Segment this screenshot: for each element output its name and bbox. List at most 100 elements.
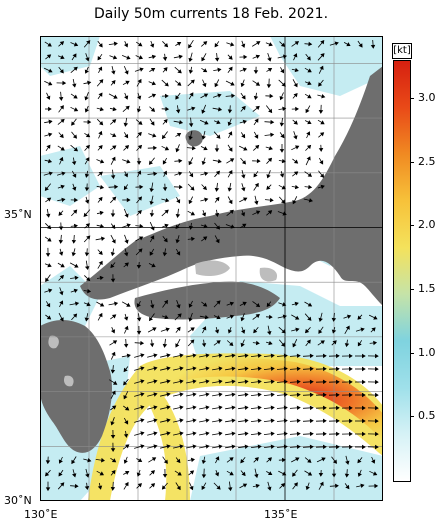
- current-arrow-head: [45, 487, 51, 492]
- current-arrow-head: [126, 159, 131, 164]
- colorbar-tick-mark: [410, 352, 414, 354]
- current-arrow-head: [322, 392, 327, 398]
- current-arrow-head: [47, 263, 52, 268]
- current-arrow-head: [150, 226, 155, 231]
- current-arrow-head: [293, 83, 298, 88]
- current-arrow-head: [166, 379, 171, 384]
- current-arrow-head: [254, 182, 259, 188]
- current-arrow-head: [179, 366, 184, 371]
- current-arrow-head: [230, 81, 235, 86]
- current-arrow-head: [123, 173, 129, 178]
- current-arrow-head: [71, 459, 76, 465]
- current-arrow-head: [110, 263, 115, 269]
- current-arrow-head: [204, 171, 209, 176]
- current-arrow-head: [175, 214, 181, 218]
- current-arrow-head: [270, 353, 275, 359]
- current-arrow-head: [227, 187, 232, 192]
- current-arrow-head: [230, 42, 235, 47]
- current-arrow-head: [188, 303, 193, 308]
- current-arrow-head: [112, 145, 117, 150]
- current-arrow-head: [189, 485, 194, 491]
- current-arrow-head: [179, 418, 184, 423]
- current-arrow-head: [270, 392, 275, 398]
- current-arrow-head: [283, 379, 288, 385]
- current-arrow-head: [318, 329, 323, 334]
- current-arrow-head: [362, 444, 366, 450]
- current-arrow-head: [140, 431, 145, 436]
- current-arrow-head: [201, 160, 206, 166]
- current-arrow-head: [321, 457, 326, 462]
- current-arrow-head: [149, 43, 155, 48]
- current-arrow-head: [126, 197, 131, 203]
- current-arrow-head: [149, 251, 154, 256]
- current-arrow-head: [255, 483, 260, 489]
- current-arrow-head: [46, 315, 52, 320]
- current-arrow-head: [123, 43, 129, 48]
- current-arrow-head: [305, 108, 310, 114]
- current-arrow-head: [348, 431, 353, 437]
- current-arrow-head: [136, 161, 142, 165]
- current-arrow-head: [293, 120, 298, 125]
- current-arrow-head: [202, 236, 208, 241]
- current-arrow-head: [58, 459, 63, 464]
- current-arrow-head: [47, 42, 52, 47]
- current-arrow-head: [179, 444, 184, 449]
- current-arrow-head: [201, 343, 207, 348]
- current-arrow-head: [283, 353, 288, 359]
- current-arrow-head: [360, 483, 365, 488]
- current-arrow-head: [124, 133, 129, 139]
- current-arrow-head: [267, 457, 272, 462]
- current-arrow-head: [45, 277, 50, 283]
- current-arrow-head: [138, 248, 143, 253]
- current-arrow-head: [227, 487, 233, 492]
- current-arrow-head: [150, 68, 156, 72]
- current-arrow-head: [163, 237, 168, 243]
- map-title: Daily 50m currents 18 Feb. 2021.: [93, 6, 329, 22]
- current-arrow-head: [268, 108, 273, 114]
- current-arrow-head: [136, 330, 142, 335]
- current-arrow-head: [269, 93, 274, 99]
- current-arrow-head: [345, 325, 350, 330]
- current-arrow-head: [279, 173, 285, 178]
- current-arrow-head: [48, 68, 53, 73]
- current-arrow-head: [48, 106, 52, 112]
- current-arrow-head: [229, 158, 235, 163]
- current-arrow-head: [306, 131, 311, 136]
- current-arrow-head: [257, 444, 262, 449]
- current-arrow-head: [84, 69, 89, 74]
- current-arrow-head: [215, 196, 220, 202]
- current-arrow-head: [344, 473, 350, 478]
- current-arrow-head: [188, 44, 193, 49]
- current-arrow-head: [281, 158, 286, 164]
- current-arrow-head: [202, 326, 207, 331]
- colorbar-tick-label: 1.5: [418, 282, 436, 296]
- current-arrow-head: [217, 107, 223, 112]
- current-arrow-head: [281, 82, 286, 87]
- current-arrow-head: [188, 199, 193, 205]
- lat-lon-grid: [40, 36, 383, 501]
- current-arrow-head: [255, 210, 261, 215]
- current-arrow-head: [270, 366, 275, 372]
- current-arrow-head: [283, 431, 288, 437]
- current-arrow-head: [60, 118, 65, 123]
- current-arrow-head: [61, 197, 66, 203]
- current-arrow-head: [282, 54, 288, 59]
- current-arrow-head: [59, 156, 64, 162]
- current-arrow-head: [148, 160, 153, 165]
- current-arrow-head: [111, 390, 116, 395]
- current-arrow-head: [231, 444, 236, 449]
- current-arrow-head: [123, 395, 128, 400]
- current-arrow-head: [58, 472, 63, 477]
- current-arrow-head: [267, 486, 272, 491]
- current-arrow-head: [84, 252, 90, 257]
- current-arrow-head: [216, 300, 221, 305]
- current-arrow-head: [348, 366, 353, 372]
- current-arrow-head: [322, 444, 327, 450]
- current-arrow-head: [201, 109, 206, 114]
- current-arrow-head: [205, 379, 210, 384]
- current-arrow-head: [136, 108, 142, 113]
- current-arrow-head: [254, 457, 259, 462]
- current-arrow-head: [216, 120, 221, 125]
- current-arrow-head: [62, 80, 67, 86]
- current-arrow-head: [177, 69, 182, 74]
